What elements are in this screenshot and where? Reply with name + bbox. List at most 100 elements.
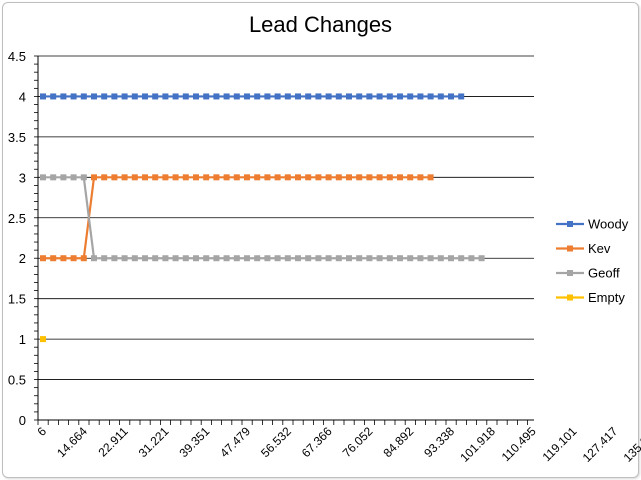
- x-tick-label: 47.479: [217, 424, 253, 460]
- data-point-geoff: [366, 255, 373, 262]
- data-point-kev: [213, 174, 220, 181]
- data-point-woody: [91, 93, 97, 100]
- y-tick-label: 4.5: [8, 49, 26, 64]
- data-point-woody: [142, 93, 148, 100]
- data-point-woody: [325, 93, 332, 100]
- data-point-geoff: [325, 255, 332, 262]
- y-tick-label: 3: [19, 170, 26, 185]
- data-point-kev: [60, 255, 67, 262]
- data-point-geoff: [346, 255, 352, 262]
- x-tick-label: 127.417: [580, 424, 621, 465]
- data-point-kev: [305, 174, 312, 181]
- data-point-woody: [386, 93, 393, 100]
- data-point-geoff: [101, 255, 108, 262]
- data-point-geoff: [315, 255, 322, 262]
- y-tick-label: 2: [19, 251, 26, 266]
- data-point-geoff: [70, 174, 77, 181]
- data-point-geoff: [162, 255, 169, 262]
- data-point-woody: [315, 93, 322, 100]
- data-point-kev: [203, 174, 210, 181]
- data-point-geoff: [91, 255, 97, 262]
- data-point-kev: [50, 255, 57, 262]
- data-point-geoff: [60, 174, 67, 181]
- x-tick-label: 14.664: [54, 424, 90, 460]
- data-point-woody: [264, 93, 271, 100]
- y-tick-label: 2.5: [8, 211, 26, 226]
- data-point-woody: [366, 93, 373, 100]
- data-point-kev: [407, 174, 414, 181]
- data-point-geoff: [356, 255, 363, 262]
- data-point-kev: [80, 255, 87, 262]
- data-point-kev: [346, 174, 352, 181]
- x-tick-label: 31.221: [136, 424, 172, 460]
- x-tick-label: 84.892: [380, 424, 416, 460]
- data-point-geoff: [295, 255, 301, 262]
- data-point-woody: [193, 93, 199, 100]
- data-point-woody: [223, 93, 230, 100]
- data-point-woody: [437, 93, 444, 100]
- data-point-geoff: [274, 255, 281, 262]
- y-tick-label: 3.5: [8, 130, 26, 145]
- data-point-geoff: [193, 255, 199, 262]
- data-point-kev: [397, 174, 403, 181]
- y-tick-label: 4: [19, 89, 26, 104]
- x-tick-label: 39.351: [176, 424, 212, 460]
- data-point-kev: [172, 174, 179, 181]
- data-point-kev: [182, 174, 189, 181]
- data-point-geoff: [468, 255, 475, 262]
- data-point-kev: [376, 174, 383, 181]
- data-point-woody: [458, 93, 465, 100]
- data-point-kev: [233, 174, 240, 181]
- data-point-kev: [142, 174, 148, 181]
- y-tick-label: 0: [19, 413, 26, 428]
- data-point-woody: [203, 93, 210, 100]
- x-tick-label: 110.495: [499, 424, 539, 464]
- data-point-woody: [335, 93, 342, 100]
- data-point-geoff: [458, 255, 465, 262]
- data-point-woody: [305, 93, 312, 100]
- data-point-geoff: [386, 255, 393, 262]
- data-point-kev: [121, 174, 128, 181]
- data-point-geoff: [376, 255, 383, 262]
- data-point-woody: [131, 93, 138, 100]
- x-tick-label: 93.338: [421, 424, 457, 460]
- data-point-woody: [244, 93, 250, 100]
- data-point-woody: [70, 93, 77, 100]
- data-point-geoff: [152, 255, 159, 262]
- data-point-woody: [162, 93, 169, 100]
- data-point-geoff: [182, 255, 189, 262]
- data-point-woody: [295, 93, 301, 100]
- data-point-kev: [417, 174, 424, 181]
- data-point-kev: [152, 174, 159, 181]
- x-tick-label: 101.918: [457, 424, 498, 465]
- x-tick-label: 119.101: [540, 424, 580, 464]
- data-point-kev: [193, 174, 199, 181]
- data-point-kev: [325, 174, 332, 181]
- data-point-geoff: [335, 255, 342, 262]
- data-point-empty: [40, 336, 46, 343]
- data-point-geoff: [223, 255, 230, 262]
- data-point-geoff: [131, 255, 138, 262]
- data-point-geoff: [233, 255, 240, 262]
- legend-marker-empty: [567, 294, 573, 301]
- data-point-kev: [40, 255, 46, 262]
- data-point-woody: [397, 93, 403, 100]
- data-point-woody: [233, 93, 240, 100]
- y-tick-label: 1: [19, 332, 26, 347]
- data-point-geoff: [50, 174, 57, 181]
- data-point-kev: [70, 255, 77, 262]
- legend-marker-kev: [567, 245, 573, 252]
- data-point-kev: [244, 174, 250, 181]
- data-point-geoff: [40, 174, 46, 181]
- data-point-woody: [111, 93, 118, 100]
- data-point-woody: [346, 93, 352, 100]
- data-point-kev: [356, 174, 363, 181]
- data-point-woody: [427, 93, 434, 100]
- data-point-geoff: [111, 255, 118, 262]
- data-point-woody: [213, 93, 220, 100]
- legend-marker-woody: [567, 221, 573, 227]
- x-tick-label: 76.052: [340, 424, 376, 460]
- data-point-kev: [111, 174, 118, 181]
